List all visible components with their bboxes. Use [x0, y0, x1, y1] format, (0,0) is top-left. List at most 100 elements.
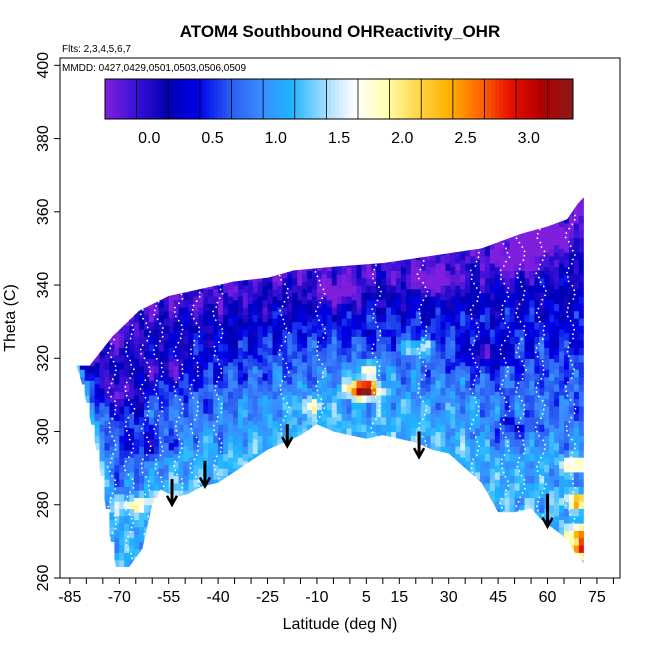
heatmap-cell — [529, 314, 535, 323]
heatmap-cell — [440, 380, 446, 389]
track-dot — [503, 511, 505, 513]
heatmap-cell — [499, 270, 506, 279]
heatmap-cell — [509, 504, 516, 513]
heatmap-cell — [178, 299, 185, 308]
heatmap-cell — [198, 460, 204, 469]
heatmap-cell — [554, 442, 560, 451]
heatmap-cell — [554, 266, 560, 275]
heatmap-cell — [148, 299, 155, 308]
heatmap-cell — [148, 475, 155, 484]
track-dot — [221, 292, 224, 295]
heatmap-cell — [366, 285, 372, 293]
track-dot — [195, 436, 198, 439]
heatmap-cell — [262, 402, 269, 411]
heatmap-cell — [534, 460, 540, 469]
heatmap-cell — [514, 512, 521, 520]
heatmap-cell — [400, 420, 407, 429]
heatmap-cell — [475, 288, 481, 297]
heatmap-cell — [257, 442, 264, 451]
track-dot — [129, 377, 132, 379]
track-dot — [110, 382, 113, 385]
heatmap-cell — [465, 431, 471, 440]
track-dot — [574, 254, 576, 256]
heatmap-cell — [148, 394, 155, 403]
heatmap-cell — [188, 332, 194, 341]
heatmap-cell — [524, 241, 530, 249]
heatmap-cell — [455, 263, 461, 271]
heatmap-cell — [484, 475, 491, 484]
heatmap-cell — [484, 438, 491, 447]
track-dot — [420, 321, 423, 324]
heatmap-cell — [124, 376, 130, 385]
colorbar-segment — [327, 79, 332, 119]
heatmap-cell — [287, 347, 293, 356]
heatmap-cell — [341, 310, 348, 319]
heatmap-cell — [480, 438, 486, 447]
heatmap-cell — [114, 464, 120, 473]
track-dot — [470, 278, 473, 281]
track-dot — [179, 451, 182, 454]
heatmap-cell — [307, 314, 313, 323]
heatmap-cell — [267, 332, 273, 341]
colorbar-segment — [354, 79, 359, 119]
heatmap-cell — [435, 365, 441, 374]
heatmap-cell — [396, 431, 402, 440]
heatmap-cell — [242, 402, 249, 411]
heatmap-cell — [514, 409, 521, 418]
heatmap-cell — [391, 270, 397, 279]
heatmap-cell — [564, 523, 570, 531]
heatmap-cell — [257, 383, 264, 392]
heatmap-cell — [242, 307, 249, 315]
heatmap-cell — [420, 277, 427, 286]
colorbar-segment — [495, 79, 500, 119]
heatmap-cell — [405, 427, 412, 436]
heatmap-cell — [218, 475, 224, 484]
heatmap-cell — [134, 534, 140, 542]
heatmap-cell — [341, 259, 348, 268]
heatmap-cell — [168, 347, 175, 356]
track-dot — [523, 483, 526, 486]
heatmap-cell — [584, 468, 590, 476]
heatmap-cell — [435, 372, 441, 381]
heatmap-cell — [425, 442, 432, 451]
heatmap-cell — [445, 336, 451, 345]
heatmap-cell — [568, 347, 575, 356]
track-dot — [124, 460, 127, 463]
heatmap-cell — [277, 438, 283, 447]
track-dot — [473, 339, 476, 342]
heatmap-cell — [134, 519, 140, 528]
track-dot — [504, 361, 507, 364]
heatmap-cell — [158, 336, 165, 345]
track-dot — [317, 341, 320, 344]
heatmap-cell — [494, 361, 501, 370]
heatmap-cell — [124, 508, 130, 517]
heatmap-cell — [568, 340, 575, 348]
heatmap-cell — [484, 431, 491, 440]
colorbar-segment — [385, 79, 391, 119]
heatmap-cell — [331, 314, 338, 323]
heatmap-cell — [470, 416, 476, 425]
heatmap-cell — [539, 438, 545, 447]
heatmap-cell — [346, 376, 353, 385]
heatmap-cell — [494, 288, 501, 297]
heatmap-cell — [129, 464, 135, 473]
heatmap-cell — [578, 413, 584, 422]
heatmap-cell — [134, 351, 140, 359]
track-dot — [216, 380, 219, 383]
heatmap-cell — [544, 303, 550, 312]
heatmap-cell — [376, 285, 382, 293]
heatmap-cell — [400, 354, 407, 363]
heatmap-cell — [188, 435, 194, 444]
track-dot — [536, 355, 539, 358]
heatmap-cell — [539, 270, 545, 279]
colorbar-tick-label: 2.5 — [454, 130, 476, 147]
heatmap-cell — [178, 292, 185, 301]
heatmap-cell — [262, 446, 269, 455]
heatmap-cell — [198, 343, 204, 352]
heatmap-cell — [272, 354, 278, 363]
heatmap-cell — [183, 402, 189, 411]
heatmap-cell — [351, 336, 357, 345]
heatmap-cell — [282, 321, 288, 330]
heatmap-cell — [124, 464, 130, 473]
heatmap-cell — [381, 358, 387, 367]
